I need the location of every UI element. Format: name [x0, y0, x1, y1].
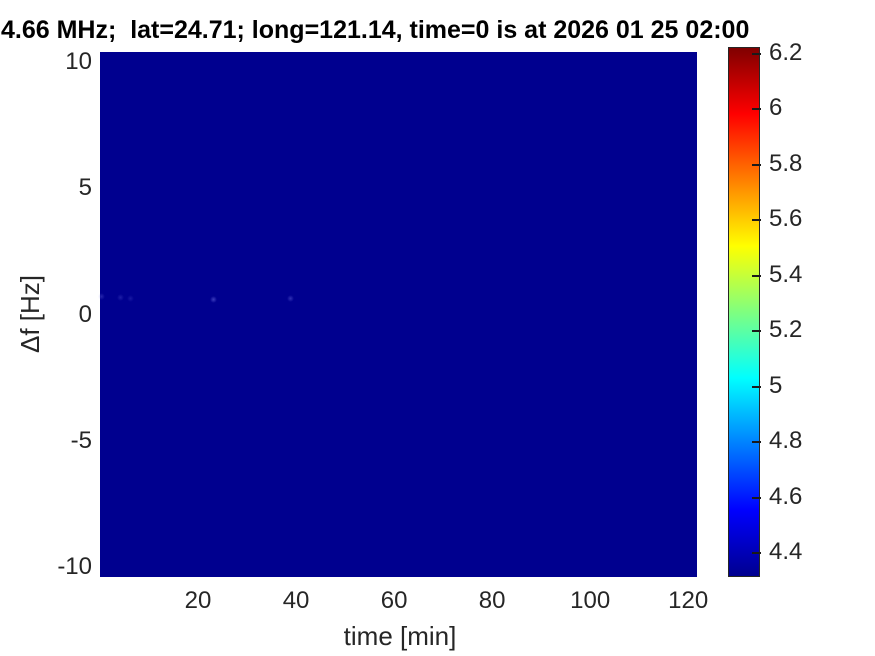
- y-tick-label: 0: [78, 300, 92, 328]
- colorbar-tick-mark: [752, 219, 761, 222]
- colorbar-tick-label: 6.2: [769, 38, 803, 66]
- colorbar-tick-mark: [752, 496, 761, 499]
- colorbar-tick-label: 5: [769, 371, 783, 399]
- colorbar-tick-label: 5.8: [769, 149, 803, 177]
- colorbar-tick-label: 4.4: [769, 538, 803, 566]
- heatmap-hotspot: [127, 295, 135, 303]
- colorbar-tick-mark: [752, 52, 761, 55]
- colorbar-tick-label: 4.8: [769, 427, 803, 455]
- colorbar-tick-label: 6: [769, 94, 783, 122]
- colorbar-tick-label: 4.6: [769, 482, 803, 510]
- y-tick-label: 5: [78, 174, 92, 202]
- colorbar-tick-label: 5.2: [769, 316, 803, 344]
- colorbar-tick-mark: [752, 441, 761, 444]
- heatmap-hotspot: [98, 293, 106, 301]
- colorbar-tick-mark: [752, 330, 761, 333]
- y-axis-tick-labels: 10 5 0 -5 -10: [0, 48, 92, 580]
- x-tick-label: 60: [380, 587, 408, 614]
- colorbar-tick-mark: [752, 108, 761, 111]
- colorbar-tick-mark: [752, 163, 761, 166]
- x-tick-label: 40: [282, 587, 310, 614]
- chart-title: 4.66 MHz; lat=24.71; long=121.14, time=0…: [1, 16, 750, 44]
- heatmap-hotspot: [209, 296, 217, 304]
- y-tick-label: -5: [70, 426, 92, 454]
- x-tick-label: 120: [668, 587, 709, 614]
- y-tick-label: 10: [65, 48, 92, 76]
- x-axis-label: time [min]: [343, 621, 457, 651]
- heatmap-plot-area: [98, 52, 697, 577]
- heatmap-hotspot: [116, 294, 124, 302]
- y-tick-label: -10: [57, 552, 92, 580]
- x-tick-label: 80: [478, 587, 506, 614]
- colorbar-tick-label: 5.6: [769, 205, 803, 233]
- colorbar-tick-label: 5.4: [769, 260, 803, 288]
- colorbar-tick-mark: [752, 552, 761, 555]
- colorbar: [728, 47, 761, 577]
- x-tick-label: 100: [570, 587, 611, 614]
- colorbar-tick-mark: [752, 274, 761, 277]
- x-tick-label: 20: [184, 587, 212, 614]
- colorbar-tick-mark: [752, 385, 761, 388]
- x-axis-tick-labels: 20 40 60 80 100 120: [100, 587, 709, 615]
- heatmap-hotspot: [286, 295, 294, 303]
